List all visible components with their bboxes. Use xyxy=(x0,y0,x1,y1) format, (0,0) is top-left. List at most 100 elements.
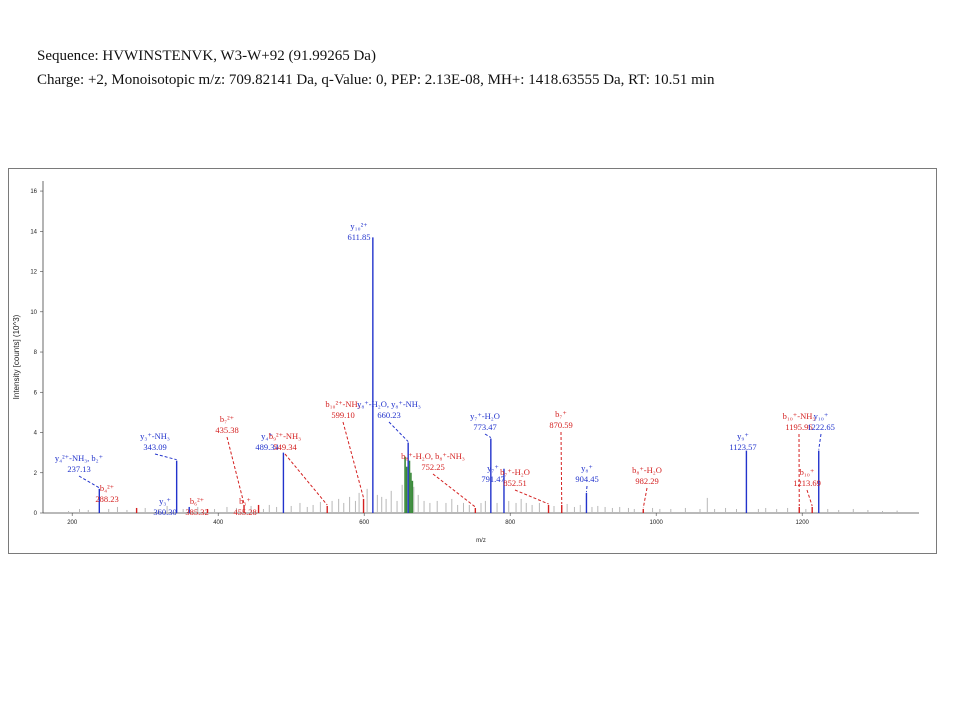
peak-mz-value: 237.13 xyxy=(67,464,90,474)
peak-mz-value: 611.85 xyxy=(347,232,370,242)
peak-mz-value: 904.45 xyxy=(575,474,598,484)
peak-label-connector xyxy=(342,421,365,499)
peak-label-connector xyxy=(806,489,813,507)
x-tick-label: 800 xyxy=(505,520,516,526)
y-tick-label: 4 xyxy=(34,431,38,437)
peak-ion-name: b₄²⁺ xyxy=(100,483,115,493)
peak-ion-name: y₃⁺ xyxy=(159,496,171,506)
y-tick-label: 0 xyxy=(34,511,38,517)
unassigned-peaks xyxy=(68,456,898,513)
peak-label-y: y₄⁺489.34 xyxy=(255,431,279,452)
peak-mz-value: 1123.57 xyxy=(729,442,756,452)
peak-ion-name: y₈⁺ xyxy=(581,463,593,473)
peak-label-connector xyxy=(226,436,245,505)
peak-label-connector xyxy=(514,489,549,505)
peak-ion-name: b₈⁺-H₂O xyxy=(632,465,662,475)
peak-mz-value: 1195.96 xyxy=(785,422,812,432)
peak-labels: y₄²⁺-NH₃, b₂⁺237.13b₄²⁺288.23y₃⁺-NH₃343.… xyxy=(55,221,835,517)
peak-mz-value: 1222.65 xyxy=(807,422,835,432)
peak-label-connector xyxy=(484,433,492,438)
spectrum-frame: 0 2 4 6 8 10 12 14 16 200 400 600 800 1000 1200 m/z Inte… xyxy=(8,168,937,554)
peak-mz-value: 773.47 xyxy=(473,422,496,432)
peak-mz-value: 549.34 xyxy=(273,442,297,452)
peak-ion-name: y₄²⁺-NH₃, b₂⁺ xyxy=(55,453,104,463)
peak-ion-name: y₃⁺-NH₃ xyxy=(140,431,170,441)
peak-ion-name: b₈⁺-H₂O, b₈⁺-NH₃ xyxy=(401,451,465,461)
peak-label-y: y₉⁺1123.57 xyxy=(729,431,756,452)
peak-mz-value: 852.51 xyxy=(503,478,526,488)
peak-label-connector xyxy=(585,485,588,492)
y-axis-label: Intensity [counts] (10^3) xyxy=(12,314,21,399)
peak-ion-name: b₇⁺-H₂O xyxy=(500,467,530,477)
peak-mz-value: 489.34 xyxy=(255,442,279,452)
peak-label-y: y₃⁺360.30 xyxy=(153,496,176,517)
y-tick-label: 8 xyxy=(34,350,38,356)
peak-label-b: b₆²⁺385.32 xyxy=(185,496,208,517)
peak-mz-value: 870.59 xyxy=(549,420,572,430)
peak-ion-name: y₈⁺-H₂O, y₈⁺-NH₃ xyxy=(357,399,421,409)
peak-label-y: y₈⁺904.45 xyxy=(575,463,599,492)
peak-mz-value: 752.25 xyxy=(421,462,444,472)
peak-mz-value: 599.10 xyxy=(331,410,354,420)
peak-label-b: b₇²⁺435.38 xyxy=(215,414,245,505)
annotated-peaks xyxy=(98,237,820,513)
peak-label-y: y₇⁺791.47 xyxy=(481,463,504,484)
peak-mz-value: 343.09 xyxy=(143,442,166,452)
peak-ion-name: b₇²⁺ xyxy=(220,414,235,424)
x-tick-label: 1200 xyxy=(796,520,810,526)
peak-ion-name: y₉⁺ xyxy=(737,431,749,441)
x-tick-label: 1000 xyxy=(650,520,664,526)
peak-mz-value: 435.38 xyxy=(215,425,238,435)
peak-ion-name: b₇⁺ xyxy=(555,409,567,419)
peak-mz-value: 660.23 xyxy=(377,410,400,420)
peak-mz-value: 982.29 xyxy=(635,476,658,486)
peak-label-y: y₄²⁺-NH₃, b₂⁺237.13 xyxy=(55,453,104,489)
peak-label-connector xyxy=(154,453,177,461)
peak-ion-name: y₁₀²⁺ xyxy=(350,221,368,231)
peak-label-connector xyxy=(388,421,409,442)
peak-ion-name: y₇⁺ xyxy=(487,463,499,473)
x-tick-label: 200 xyxy=(67,520,78,526)
peak-label-connector xyxy=(78,475,100,489)
sequence-header: Sequence: HVWINSTENVK, W3-W+92 (91.99265… xyxy=(37,48,376,64)
peak-mz-value: 455.28 xyxy=(233,507,256,517)
peak-label-connector xyxy=(432,473,476,508)
y-tick-label: 14 xyxy=(30,229,37,235)
y-tick-label: 6 xyxy=(34,390,38,396)
peak-mz-value: 385.32 xyxy=(185,507,208,517)
y-tick-label: 16 xyxy=(30,189,37,195)
peak-ion-name: y₄⁺ xyxy=(261,431,273,441)
y-tick-label: 12 xyxy=(30,270,37,276)
peak-label-y: y₁₀⁺1222.65 xyxy=(807,411,835,450)
peak-label-b: b₇⁺870.59 xyxy=(549,409,573,504)
peak-ion-name: b₁₀⁺-NH₃ xyxy=(783,411,816,421)
peak-ion-name: y₇⁺-H₂O xyxy=(470,411,500,421)
peak-ion-name: b₆²⁺ xyxy=(190,496,205,506)
peak-ion-name: b₃⁺ xyxy=(239,496,251,506)
y-tick-label: 2 xyxy=(34,471,38,477)
charge-header: Charge: +2, Monoisotopic m/z: 709.82141 … xyxy=(37,72,715,88)
chart-axes: 0 2 4 6 8 10 12 14 16 200 400 600 800 1000 1200 m/z Inte… xyxy=(12,181,919,544)
peak-label-connector xyxy=(284,453,328,506)
spectrum-chart: 0 2 4 6 8 10 12 14 16 200 400 600 800 1000 1200 m/z Inte… xyxy=(12,181,919,544)
x-tick-label: 600 xyxy=(359,520,370,526)
peak-label-connector xyxy=(818,433,822,450)
peak-mz-value: 791.47 xyxy=(481,474,504,484)
peak-ion-name: b₁₀²⁺-NH₃ xyxy=(325,399,360,409)
peak-label-b: b₃⁺455.28 xyxy=(233,496,256,517)
peak-ion-name: b₉²⁺-NH₃ xyxy=(269,431,301,441)
peak-label-y: y₁₀²⁺611.85 xyxy=(347,221,370,242)
peak-label-b: b₄²⁺288.23 xyxy=(95,483,118,504)
peak-label-connector xyxy=(560,431,563,504)
peak-ion-name: b₁₀⁺ xyxy=(800,467,815,477)
y-tick-label: 10 xyxy=(30,310,37,316)
peak-mz-value: 1213.69 xyxy=(793,478,821,488)
